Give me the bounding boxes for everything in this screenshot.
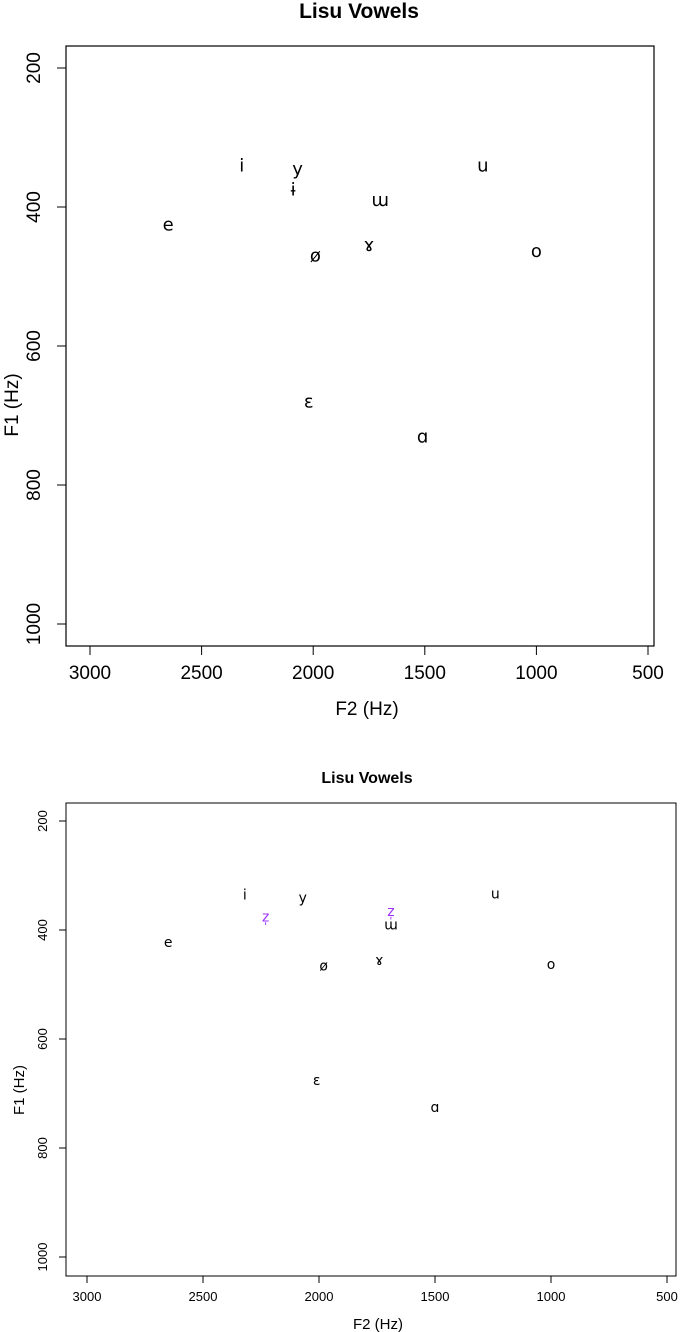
chart-bottom: Lisu Vowels 3000 2500 2000 1500 1000 500 200 4… [11,770,678,1332]
chart-title: Lisu Vowels [299,0,419,23]
x-tick-label: 1500 [404,663,446,684]
x-tick-label: 500 [632,663,664,684]
vowel-point: i [239,155,244,176]
x-tick-label: 1000 [537,1289,566,1304]
vowel-point: y [292,159,303,180]
x-axis: 3000 2500 2000 1500 1000 500 [73,1275,678,1304]
y-tick-label: 400 [24,191,45,223]
y-tick-label: 400 [35,919,50,941]
vowel-point: z̩ [387,904,394,920]
y-tick-label: 1000 [24,603,45,645]
x-axis: 3000 2500 2000 1500 1000 500 [69,645,664,684]
vowel-point: ɤ [364,235,375,256]
vowel-point: z̩ [262,909,269,925]
x-tick-label: 3000 [73,1289,102,1304]
vowel-point: e [163,214,174,235]
vowel-point: ɛ [313,1073,321,1089]
chart-top: Lisu Vowels 3000 2500 2000 1500 1000 500 200 4… [2,0,664,720]
x-tick-label: 2500 [180,663,222,684]
y-axis-title: F1 (Hz) [2,373,23,436]
vowel-point: i [243,888,247,904]
vowel-point: y [299,890,307,906]
plot-frame [65,45,655,647]
x-tick-label: 1500 [421,1289,450,1304]
vowel-point: e [164,935,173,951]
x-axis-title: F2 (Hz) [353,1316,403,1332]
vowel-point: ɑ [417,426,428,447]
vowel-point: ɯ [384,918,398,934]
chart-title: Lisu Vowels [321,770,412,787]
y-tick-label: 200 [35,810,50,832]
vowel-point: ɛ [304,392,314,413]
x-tick-label: 2000 [292,663,334,684]
vowel-point: ɑ [431,1100,440,1116]
vowel-point: u [491,886,500,902]
vowel-point: ø [319,958,328,974]
y-tick-label: 600 [24,330,45,362]
vowel-point: o [531,241,542,262]
vowel-point: o [547,957,556,973]
x-tick-label: 2000 [305,1289,334,1304]
y-axis: 200 400 600 800 1000 [24,52,67,645]
y-tick-label: 600 [35,1028,50,1050]
y-tick-label: 800 [24,469,45,501]
y-tick-label: 200 [24,52,45,84]
y-axis: 200 400 600 800 1000 [35,810,67,1272]
x-tick-label: 1000 [515,663,557,684]
x-axis-title: F2 (Hz) [335,699,398,720]
vowel-point: ɯ [371,190,389,211]
plot-frame [65,802,677,1277]
x-tick-label: 3000 [69,663,111,684]
x-tick-label: 2500 [189,1289,218,1304]
y-axis-title: F1 (Hz) [11,1065,28,1115]
y-tick-label: 800 [35,1137,50,1159]
vowel-point: ɤ [375,953,383,969]
data-points: i yɨ u ɯ e ɤ ø o ɛ ɑ [163,155,542,447]
x-tick-label: 500 [656,1289,678,1304]
y-tick-label: 1000 [35,1243,50,1272]
vowel-point: u [477,155,488,176]
vowel-point: ø [310,246,321,267]
vowel-point: ɨ [291,180,296,201]
